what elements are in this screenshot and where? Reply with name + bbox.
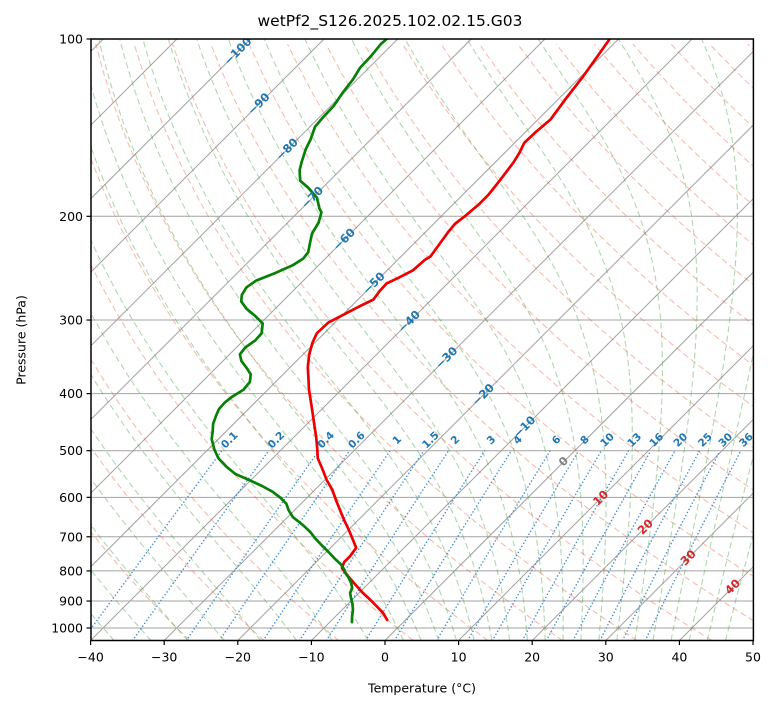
x-tick-label: 50 xyxy=(745,650,761,665)
x-tick-label: 30 xyxy=(598,650,614,665)
y-tick-label: 500 xyxy=(59,443,83,458)
mixing-ratio-label: 16 xyxy=(647,431,666,450)
x-tick-label: 0 xyxy=(381,650,389,665)
chart-title: wetPf2_S126.2025.102.02.15.G03 xyxy=(257,12,523,30)
y-tick-label: 300 xyxy=(59,313,83,328)
mixing-ratio-label: 0.6 xyxy=(346,429,368,451)
mixing-ratio-label: 3 xyxy=(485,433,499,447)
y-tick-label: 400 xyxy=(59,386,83,401)
moist-adiabat-lines xyxy=(91,39,754,641)
temperature-curve xyxy=(306,39,612,622)
dewpoint-curve xyxy=(210,39,389,624)
y-tick-label: 800 xyxy=(59,563,83,578)
profile-lines xyxy=(210,39,612,624)
y-tick-label: 700 xyxy=(59,529,83,544)
x-tick-label: −20 xyxy=(225,650,251,665)
x-tick-label: −10 xyxy=(298,650,324,665)
x-tick-label: 20 xyxy=(524,650,540,665)
x-tick-label: −30 xyxy=(151,650,177,665)
isotherm-label: 30 xyxy=(678,547,699,568)
mixing-ratio-label: 2 xyxy=(449,433,463,447)
y-tick-label: 600 xyxy=(59,490,83,505)
pressure-gridlines xyxy=(91,39,754,629)
y-tick-label: 900 xyxy=(59,594,83,609)
dry-adiabat-lines xyxy=(91,43,754,641)
mixing-ratio-label: 6 xyxy=(550,433,564,447)
mixing-ratio-labels: 0.1 0.2 0.4 0.6 1 1.5 2 3 4 6 8 10 13 16 20 25 30 36 xyxy=(219,429,753,451)
x-axis-label: Temperature (°C) xyxy=(368,680,476,696)
mixing-ratio-label: 0.4 xyxy=(315,429,337,451)
mixing-ratio-label: 1 xyxy=(390,433,404,447)
x-tick-label: 40 xyxy=(671,650,687,665)
y-tick-label: 200 xyxy=(59,209,83,224)
x-tick-label: −40 xyxy=(77,650,103,665)
mixing-ratio-label: 13 xyxy=(625,431,644,450)
x-tick-label: 10 xyxy=(451,650,467,665)
mixing-ratio-lines xyxy=(91,449,742,641)
y-tick-label: 100 xyxy=(59,32,83,47)
isotherm-lines xyxy=(91,39,754,641)
axes: −40 −30 −20 −10 0 10 20 30 40 5010020030040050060… xyxy=(51,32,761,665)
y-tick-label: 1000 xyxy=(51,621,83,636)
